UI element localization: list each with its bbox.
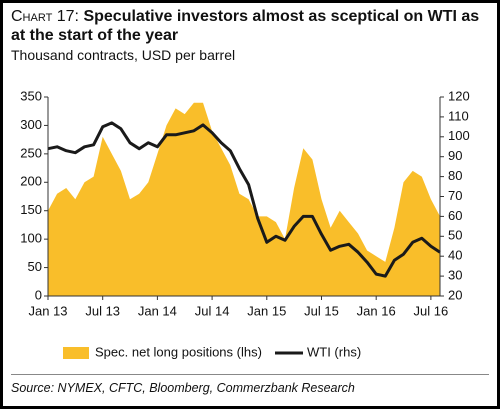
y2-tick-label: 100 bbox=[448, 128, 470, 143]
legend-label: WTI (rhs) bbox=[307, 344, 361, 359]
x-tick-label: Jan 14 bbox=[138, 303, 177, 318]
legend-label: Spec. net long positions (lhs) bbox=[95, 344, 262, 359]
x-tick-label: Jul 16 bbox=[414, 303, 449, 318]
y-tick-label: 350 bbox=[20, 88, 42, 103]
y2-tick-label: 20 bbox=[448, 287, 462, 302]
y2-tick-label: 90 bbox=[448, 148, 462, 163]
y2-tick-label: 120 bbox=[448, 88, 470, 103]
divider bbox=[11, 374, 489, 375]
legend-swatch bbox=[63, 347, 89, 359]
x-tick-label: Jan 15 bbox=[247, 303, 286, 318]
y2-tick-label: 60 bbox=[448, 208, 462, 223]
y2-tick-label: 40 bbox=[448, 248, 462, 263]
y2-tick-label: 50 bbox=[448, 228, 462, 243]
chart-label: Chart 17: bbox=[11, 8, 79, 25]
line bbox=[47, 121, 441, 278]
title-block: Chart 17: Speculative investors almost a… bbox=[11, 7, 491, 45]
source: Source: NYMEX, CFTC, Bloomberg, Commerzb… bbox=[11, 381, 355, 395]
x-tick-label: Jul 13 bbox=[85, 303, 120, 318]
chart: 0 50 100 150 200 250 300 350 20 30 40 50 60 70 80 90 100… bbox=[20, 88, 470, 359]
chart-title: Speculative investors almost as sceptica… bbox=[11, 8, 480, 44]
y2-tick-label: 70 bbox=[448, 188, 462, 203]
y2-tick-label: 80 bbox=[448, 168, 462, 183]
y-tick-label: 200 bbox=[20, 174, 42, 189]
x-tick-label: Jan 13 bbox=[28, 303, 67, 318]
y2-tick-label: 30 bbox=[448, 268, 462, 283]
area bbox=[48, 102, 440, 296]
y-tick-label: 0 bbox=[35, 287, 42, 302]
y2-tick-label: 110 bbox=[448, 108, 469, 123]
x-tick-label: Jul 14 bbox=[195, 303, 230, 318]
subtitle: Thousand contracts, USD per barrel bbox=[11, 47, 236, 63]
y-tick-label: 150 bbox=[20, 202, 42, 217]
y-tick-label: 300 bbox=[20, 117, 42, 132]
x-tick-label: Jan 16 bbox=[357, 303, 396, 318]
y-tick-label: 50 bbox=[28, 259, 42, 274]
y-tick-label: 250 bbox=[20, 145, 42, 160]
x-tick-label: Jul 15 bbox=[304, 303, 339, 318]
y-tick-label: 100 bbox=[20, 231, 42, 246]
